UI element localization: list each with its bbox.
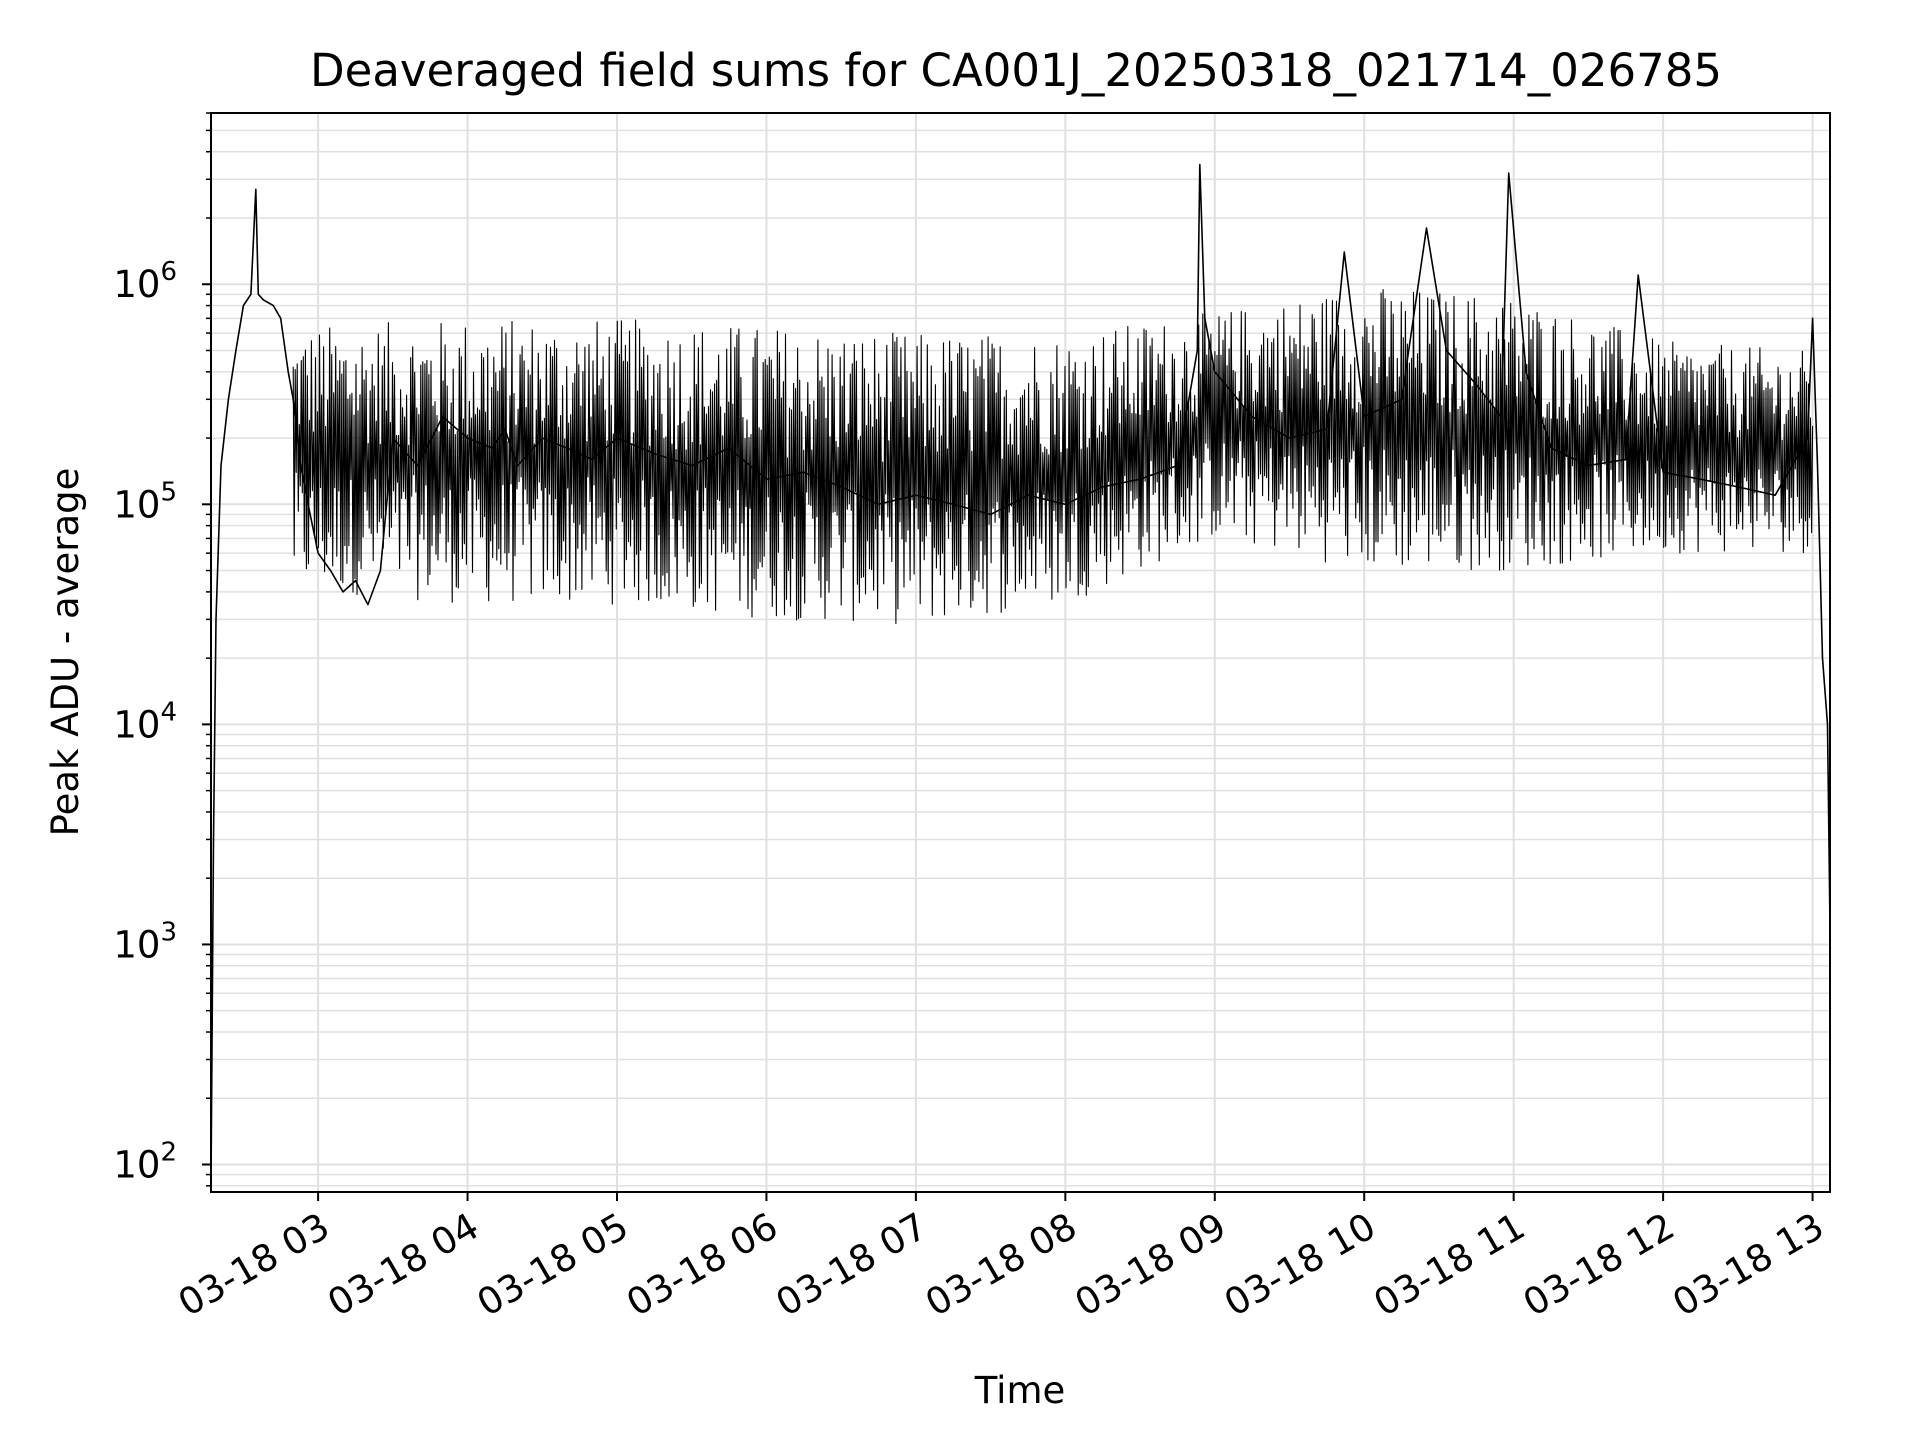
y-tick-label: 103 — [113, 917, 177, 966]
x-axis-label: Time — [974, 1369, 1066, 1412]
series-lines — [210, 163, 1831, 1186]
y-tick-label: 106 — [113, 257, 177, 306]
y-tick-label: 105 — [113, 477, 177, 526]
series-band-line — [292, 288, 1814, 625]
y-tick-label: 102 — [113, 1138, 177, 1187]
y-tick-label: 104 — [113, 697, 177, 746]
y-axis-label: Peak ADU - average — [44, 468, 87, 837]
grid — [211, 112, 1830, 1192]
axis-ticks — [202, 112, 1814, 1201]
chart-title: Deaveraged field sums for CA001J_2025031… — [310, 44, 1722, 97]
plot-frame — [210, 112, 1831, 1193]
series-line — [210, 163, 1831, 1186]
